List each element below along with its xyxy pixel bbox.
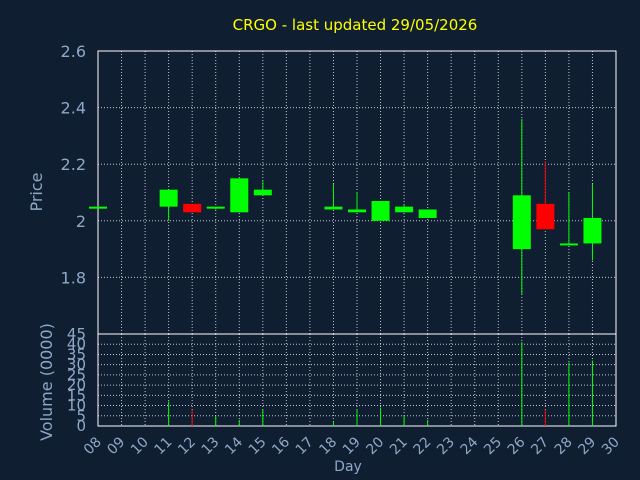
day-tick-label: 24 bbox=[458, 434, 482, 458]
volume-tick-label: 5 bbox=[76, 407, 86, 425]
day-tick-label: 15 bbox=[246, 434, 270, 458]
volume-tick-label: 30 bbox=[67, 356, 86, 374]
volume-tick-label: 35 bbox=[67, 345, 86, 363]
candle-body bbox=[324, 206, 343, 210]
day-tick-label: 16 bbox=[269, 434, 293, 458]
day-tick-label: 20 bbox=[363, 434, 387, 458]
candle-body bbox=[159, 189, 178, 207]
day-tick-label: 13 bbox=[199, 434, 223, 458]
volume-tick-label: 40 bbox=[67, 335, 86, 353]
candle-body bbox=[418, 209, 437, 218]
day-tick-label: 22 bbox=[411, 434, 435, 458]
day-tick-label: 08 bbox=[81, 434, 105, 458]
price-tick-label: 1.8 bbox=[61, 268, 86, 287]
day-tick-label: 29 bbox=[575, 434, 599, 458]
day-tick-label: 09 bbox=[104, 434, 128, 458]
day-tick-label: 25 bbox=[481, 434, 505, 458]
candle-body bbox=[230, 178, 249, 213]
day-tick-label: 27 bbox=[528, 434, 552, 458]
day-tick-label: 18 bbox=[316, 434, 340, 458]
candle-body bbox=[183, 203, 202, 213]
volume-tick-label: 25 bbox=[67, 366, 86, 384]
day-tick-label: 21 bbox=[387, 434, 411, 458]
day-tick-label: 12 bbox=[175, 434, 199, 458]
candle-body bbox=[206, 206, 225, 209]
day-tick-label: 11 bbox=[152, 434, 176, 458]
price-candles bbox=[89, 118, 602, 295]
day-tick-label: 14 bbox=[222, 434, 246, 458]
price-tick-label: 2 bbox=[76, 212, 86, 231]
volume-tick-label: 20 bbox=[67, 376, 86, 394]
day-tick-label: 23 bbox=[434, 434, 458, 458]
candle-body bbox=[348, 209, 366, 213]
price-tick-labels: 2.6 2.4 2.2 2 1.8 bbox=[61, 42, 86, 287]
y-axis-label: Price bbox=[27, 172, 46, 211]
volume-tick-label: 45 bbox=[67, 325, 86, 343]
volume-bars bbox=[168, 342, 593, 426]
candle-body bbox=[371, 200, 390, 221]
candle-body bbox=[536, 203, 555, 230]
day-tick-label: 30 bbox=[599, 434, 623, 458]
volume-tick-label: 10 bbox=[67, 397, 86, 415]
candle-body bbox=[395, 206, 414, 213]
x-axis-label: Day bbox=[334, 459, 362, 475]
day-tick-label: 17 bbox=[293, 434, 317, 458]
volume-tick-label: 0 bbox=[76, 417, 86, 435]
day-tick-label: 26 bbox=[505, 434, 529, 458]
day-tick-label: 10 bbox=[128, 434, 152, 458]
chart-title: CRGO - last updated 29/05/2026 bbox=[233, 16, 478, 34]
day-tick-label: 28 bbox=[552, 434, 576, 458]
price-tick-label: 2.6 bbox=[61, 42, 86, 61]
price-tick-label: 2.4 bbox=[61, 99, 86, 118]
volume-axis-label: Volume (0000) bbox=[37, 323, 56, 441]
day-tick-labels: 08 09 10 11 12 13 14 15 16 17 18 19 20 21 22 23 24 25 26 27… bbox=[81, 434, 623, 458]
day-tick-label: 19 bbox=[340, 434, 364, 458]
candle-body bbox=[253, 189, 272, 196]
candle-body bbox=[559, 243, 578, 246]
volume-tick-label: 15 bbox=[67, 386, 86, 404]
price-tick-label: 2.2 bbox=[61, 155, 86, 174]
candle-body bbox=[512, 195, 531, 250]
candle-body bbox=[89, 206, 107, 209]
candle-body bbox=[583, 217, 602, 244]
